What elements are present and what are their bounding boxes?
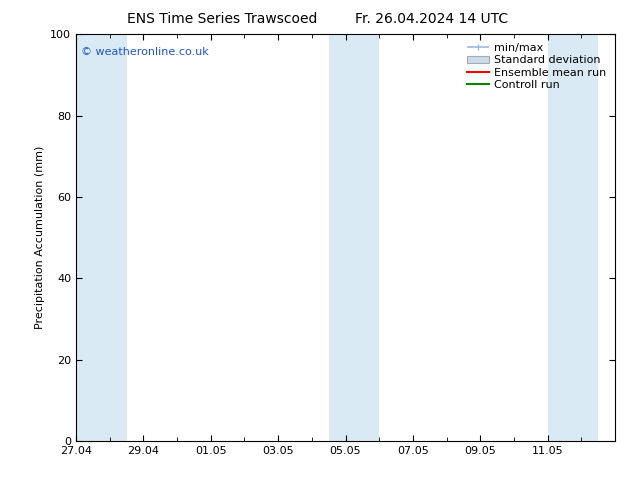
Y-axis label: Precipitation Accumulation (mm): Precipitation Accumulation (mm)	[35, 146, 44, 329]
Bar	[328, 34, 379, 441]
Text: ENS Time Series Trawscoed: ENS Time Series Trawscoed	[127, 12, 317, 26]
Bar	[548, 34, 598, 441]
Text: Fr. 26.04.2024 14 UTC: Fr. 26.04.2024 14 UTC	[354, 12, 508, 26]
Legend: min/max, Standard deviation, Ensemble mean run, Controll run: min/max, Standard deviation, Ensemble me…	[464, 40, 609, 93]
Text: © weatheronline.co.uk: © weatheronline.co.uk	[81, 47, 209, 56]
Bar	[76, 34, 127, 441]
